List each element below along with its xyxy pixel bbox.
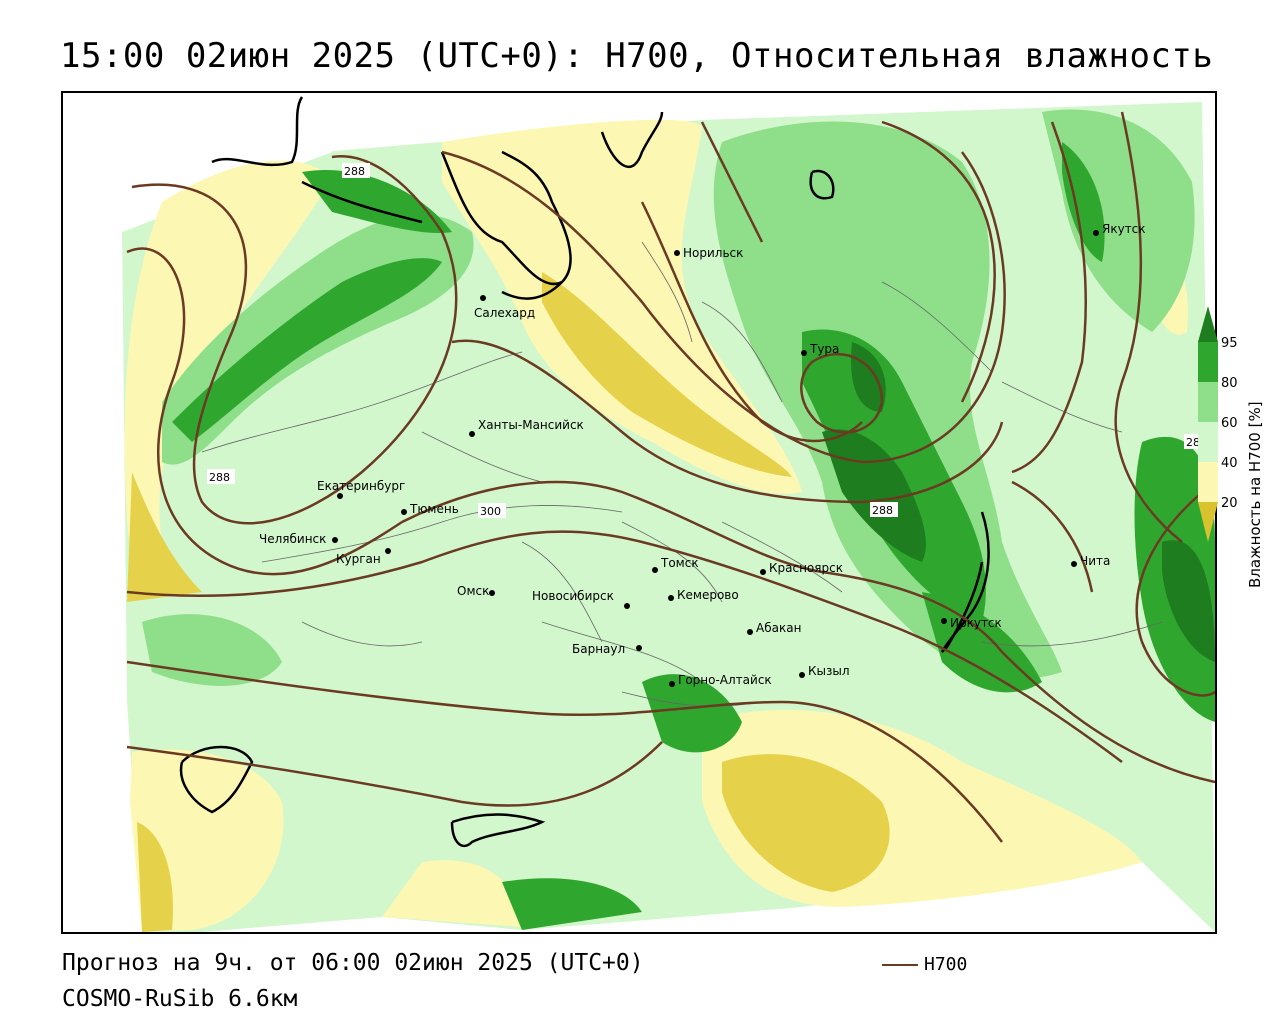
city-label-norilsk[interactable]: Норильск xyxy=(683,246,743,260)
colorbar-tick: 20 xyxy=(1221,496,1238,511)
city-label-kurgan[interactable]: Курган xyxy=(336,552,381,566)
city-label-omsk[interactable]: Омск xyxy=(457,584,489,598)
forecast-info: Прогноз на 9ч. от 06:00 02июн 2025 (UTC+… xyxy=(62,950,644,976)
city-dot xyxy=(332,537,338,543)
admin-borders xyxy=(201,241,1163,707)
city-dot xyxy=(652,567,658,573)
city-label-irkutsk[interactable]: Иркутск xyxy=(950,616,1002,630)
city-dot xyxy=(941,618,947,624)
city-label-tyumen[interactable]: Тюмень xyxy=(409,502,459,516)
city-dot xyxy=(385,548,391,554)
colorbar-tick: 60 xyxy=(1221,416,1238,431)
colorbar-band-20-40 xyxy=(1198,462,1218,502)
city-dot xyxy=(636,645,642,651)
colorbar-tick: 80 xyxy=(1221,376,1238,391)
city-label-kemerovo[interactable]: Кемерово xyxy=(677,588,739,602)
city-dot xyxy=(489,590,495,596)
contour-label: 288 xyxy=(872,504,893,517)
colorbar-tick: 40 xyxy=(1221,456,1238,471)
city-label-khanty-mansiysk[interactable]: Ханты-Мансийск xyxy=(478,418,584,432)
city-dot xyxy=(401,509,407,515)
colorbar-band-80-95 xyxy=(1198,342,1218,382)
city-dot xyxy=(668,595,674,601)
city-dot xyxy=(801,350,807,356)
outside-domain-left xyxy=(63,93,332,932)
h700-contours xyxy=(126,111,1215,843)
city-label-chita[interactable]: Чита xyxy=(1080,554,1110,568)
city-dot xyxy=(337,493,343,499)
colorbar-band-60-80 xyxy=(1198,382,1218,422)
h700-legend-label: H700 xyxy=(924,954,968,975)
colorbar-bottom-arrow xyxy=(1198,502,1218,542)
contour-label: 288 xyxy=(344,165,365,178)
city-dot xyxy=(1071,561,1077,567)
city-dot xyxy=(469,431,475,437)
city-dot xyxy=(1093,230,1099,236)
city-label-yekaterinburg[interactable]: Екатеринбург xyxy=(317,479,405,493)
map-title: 15:00 02июн 2025 (UTC+0): H700, Относите… xyxy=(60,36,1214,76)
map-panel[interactable]: 288 288 300 288 288 Норильск Якутск Сале… xyxy=(61,91,1217,934)
city-label-chelyabinsk[interactable]: Челябинск xyxy=(259,532,326,546)
city-dot xyxy=(624,603,630,609)
colorbar-title: Влажность на H700 [%] xyxy=(1246,401,1264,588)
outside-domain-bottom-right xyxy=(802,862,1215,932)
city-label-yakutsk[interactable]: Якутск xyxy=(1102,222,1146,236)
humidity-colorbar xyxy=(1198,306,1218,542)
colorbar-top-arrow xyxy=(1198,306,1218,342)
colorbar-tick: 95 xyxy=(1221,336,1238,351)
city-dot xyxy=(480,295,486,301)
city-label-abakan[interactable]: Абакан xyxy=(756,621,801,635)
city-dot xyxy=(674,250,680,256)
city-label-novosibirsk[interactable]: Новосибирск xyxy=(532,589,614,603)
city-dot xyxy=(669,681,675,687)
city-label-gorno-altaysk[interactable]: Горно-Алтайск xyxy=(678,673,772,687)
city-label-tomsk[interactable]: Томск xyxy=(660,556,699,570)
city-label-barnaul[interactable]: Барнаул xyxy=(572,642,625,656)
city-label-krasnoyarsk[interactable]: Красноярск xyxy=(769,561,843,575)
city-dot xyxy=(799,672,805,678)
h700-legend-line xyxy=(882,964,918,966)
colorbar-band-40-60 xyxy=(1198,422,1218,462)
moist-zones xyxy=(142,109,1215,930)
city-dot xyxy=(747,629,753,635)
city-dot xyxy=(760,569,766,575)
model-name: COSMO-RuSib 6.6км xyxy=(62,986,298,1012)
city-label-kyzyl[interactable]: Кызыл xyxy=(808,664,850,678)
city-label-salekhard[interactable]: Салехард xyxy=(474,306,535,320)
coastlines xyxy=(179,96,990,848)
city-markers: Норильск Якутск Салехард Тура Ханты-Манс… xyxy=(259,222,1146,687)
contour-label: 288 xyxy=(209,471,230,484)
contour-label: 300 xyxy=(480,505,501,518)
city-label-tura[interactable]: Тура xyxy=(809,342,839,356)
